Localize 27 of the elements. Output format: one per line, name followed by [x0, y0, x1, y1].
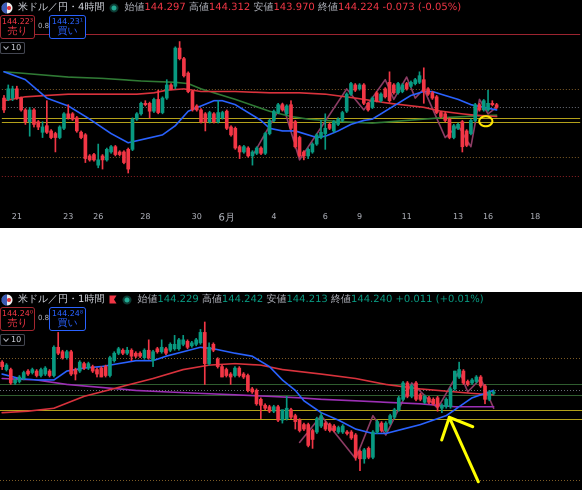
x-tick-label: 16 — [482, 212, 494, 221]
chart-subtitle: 始値144.229 高値144.242 安値144.213 終値144.240 +0.011 (+0.01%) — [137, 294, 484, 304]
x-tick-label: 21 — [12, 212, 22, 221]
buy-button: 144.23¹ 買い — [49, 15, 86, 39]
annotation: 10 — [11, 43, 22, 53]
buy-button: 144.24⁸ 買い — [49, 307, 86, 331]
chart-title: 米ドル／円・4時間 — [18, 2, 104, 14]
x-tick-label: 26 — [93, 212, 104, 221]
chart-subtitle: 始値144.297 高値144.312 安値143.970 終値144.224 -0.073 (-0.05%) — [124, 2, 462, 12]
dropdown: 10 — [0, 334, 26, 346]
x-tick-label: 28 — [140, 212, 150, 221]
x-tick-label: 9 — [356, 212, 362, 221]
x-tick-label: 30 — [192, 212, 202, 221]
x-tick-label: 23 — [63, 212, 74, 221]
sell-button: 144.24⁰ 売り — [0, 307, 35, 331]
x-tick-label: 18 — [530, 212, 540, 221]
annotation: 売り — [8, 318, 28, 329]
x-tick-label: 6月 — [218, 212, 235, 224]
x-tick-label: 13 — [452, 212, 464, 221]
x-tick-label: 11 — [402, 212, 412, 221]
dropdown: 10 — [0, 42, 26, 54]
x-tick-label: 6 — [322, 212, 328, 221]
x-tick-label: 4 — [271, 212, 276, 221]
sell-button: 144.22³ 売り — [0, 15, 35, 39]
chart-title: 米ドル／円・1時間 — [18, 294, 104, 306]
annotation: 10 — [11, 335, 22, 345]
annotation: 買い — [58, 318, 78, 329]
